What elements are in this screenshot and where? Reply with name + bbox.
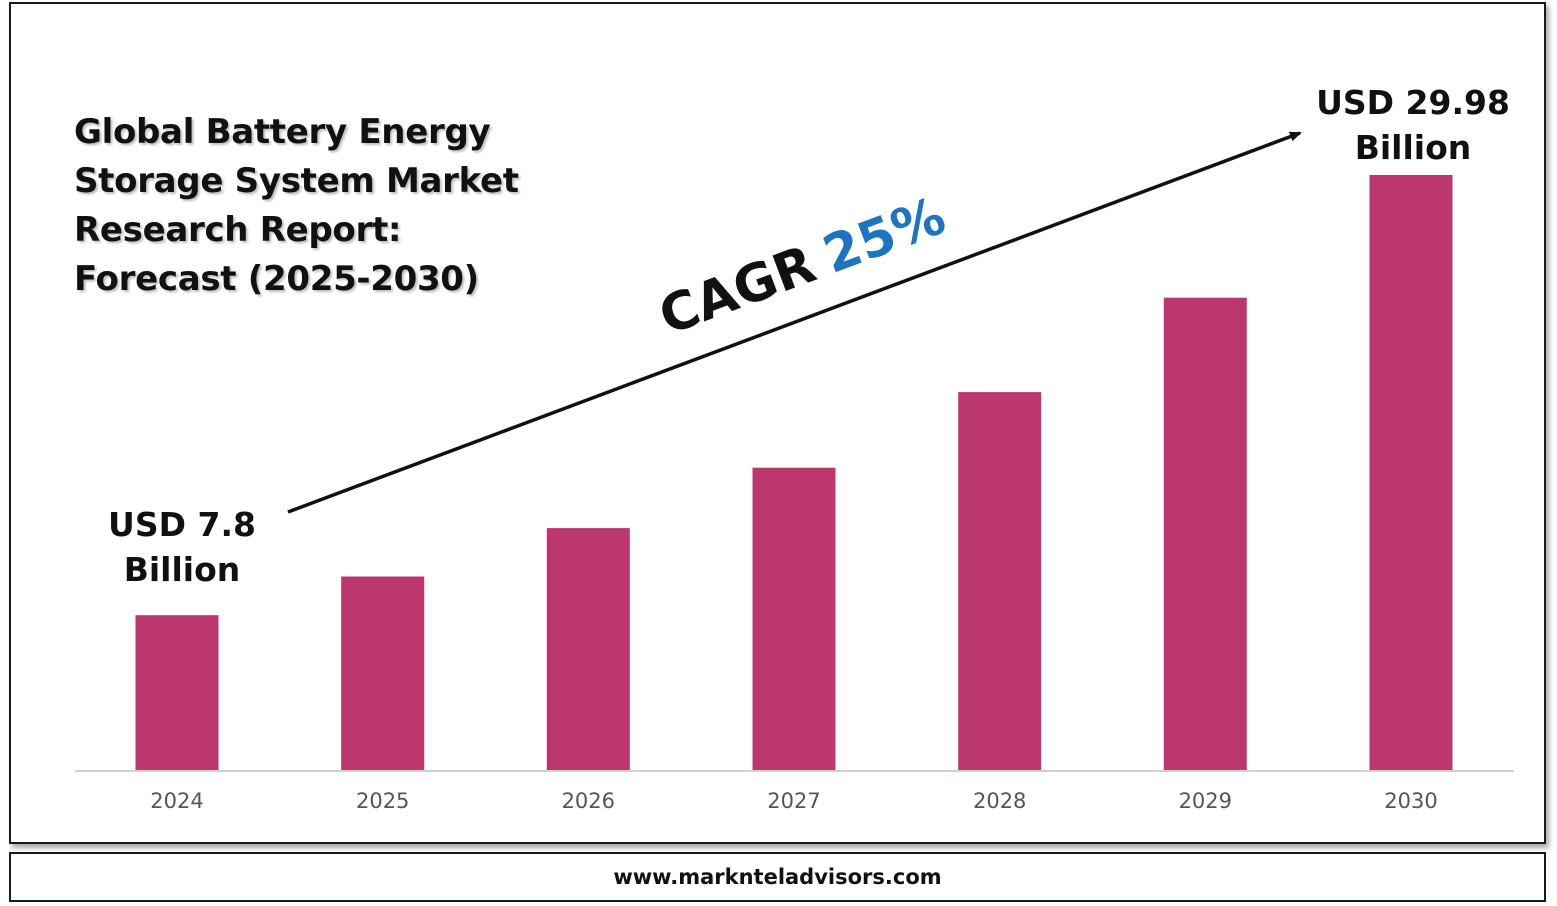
cagr-trend-arrow [287,131,1302,514]
start-value-label-line2: Billion [124,550,241,589]
x-tick-label: 2025 [356,789,409,813]
bar-2026 [546,528,630,770]
end-value-label-line1: USD 29.98 [1316,83,1510,122]
cagr-label: CAGR [652,235,824,348]
x-tick-label: 2030 [1384,789,1437,813]
cagr-annotation: CAGR25% [652,186,954,347]
x-tick-label: 2028 [973,789,1026,813]
bar-2030 [1369,175,1453,770]
x-tick-label: 2026 [562,789,615,813]
x-tick-labels: 2024 2025 2026 2027 2028 2029 2030 [150,789,1437,813]
x-tick-label: 2024 [150,789,203,813]
bar-2028 [958,392,1042,770]
end-value-label-line2: Billion [1355,128,1472,167]
footer-url: www.marknteladvisors.com [613,865,942,889]
bar-2027 [752,467,836,770]
bar-2029 [1163,297,1247,770]
bars-layer [135,175,1453,770]
footer-bar: www.marknteladvisors.com [9,852,1546,902]
bar-2024 [135,615,219,770]
x-tick-label: 2029 [1179,789,1232,813]
start-value-label-line1: USD 7.8 [108,505,256,544]
x-tick-label: 2027 [767,789,820,813]
bar-2025 [341,576,425,770]
chart-title: Global Battery Energy Storage System Mar… [74,112,519,299]
